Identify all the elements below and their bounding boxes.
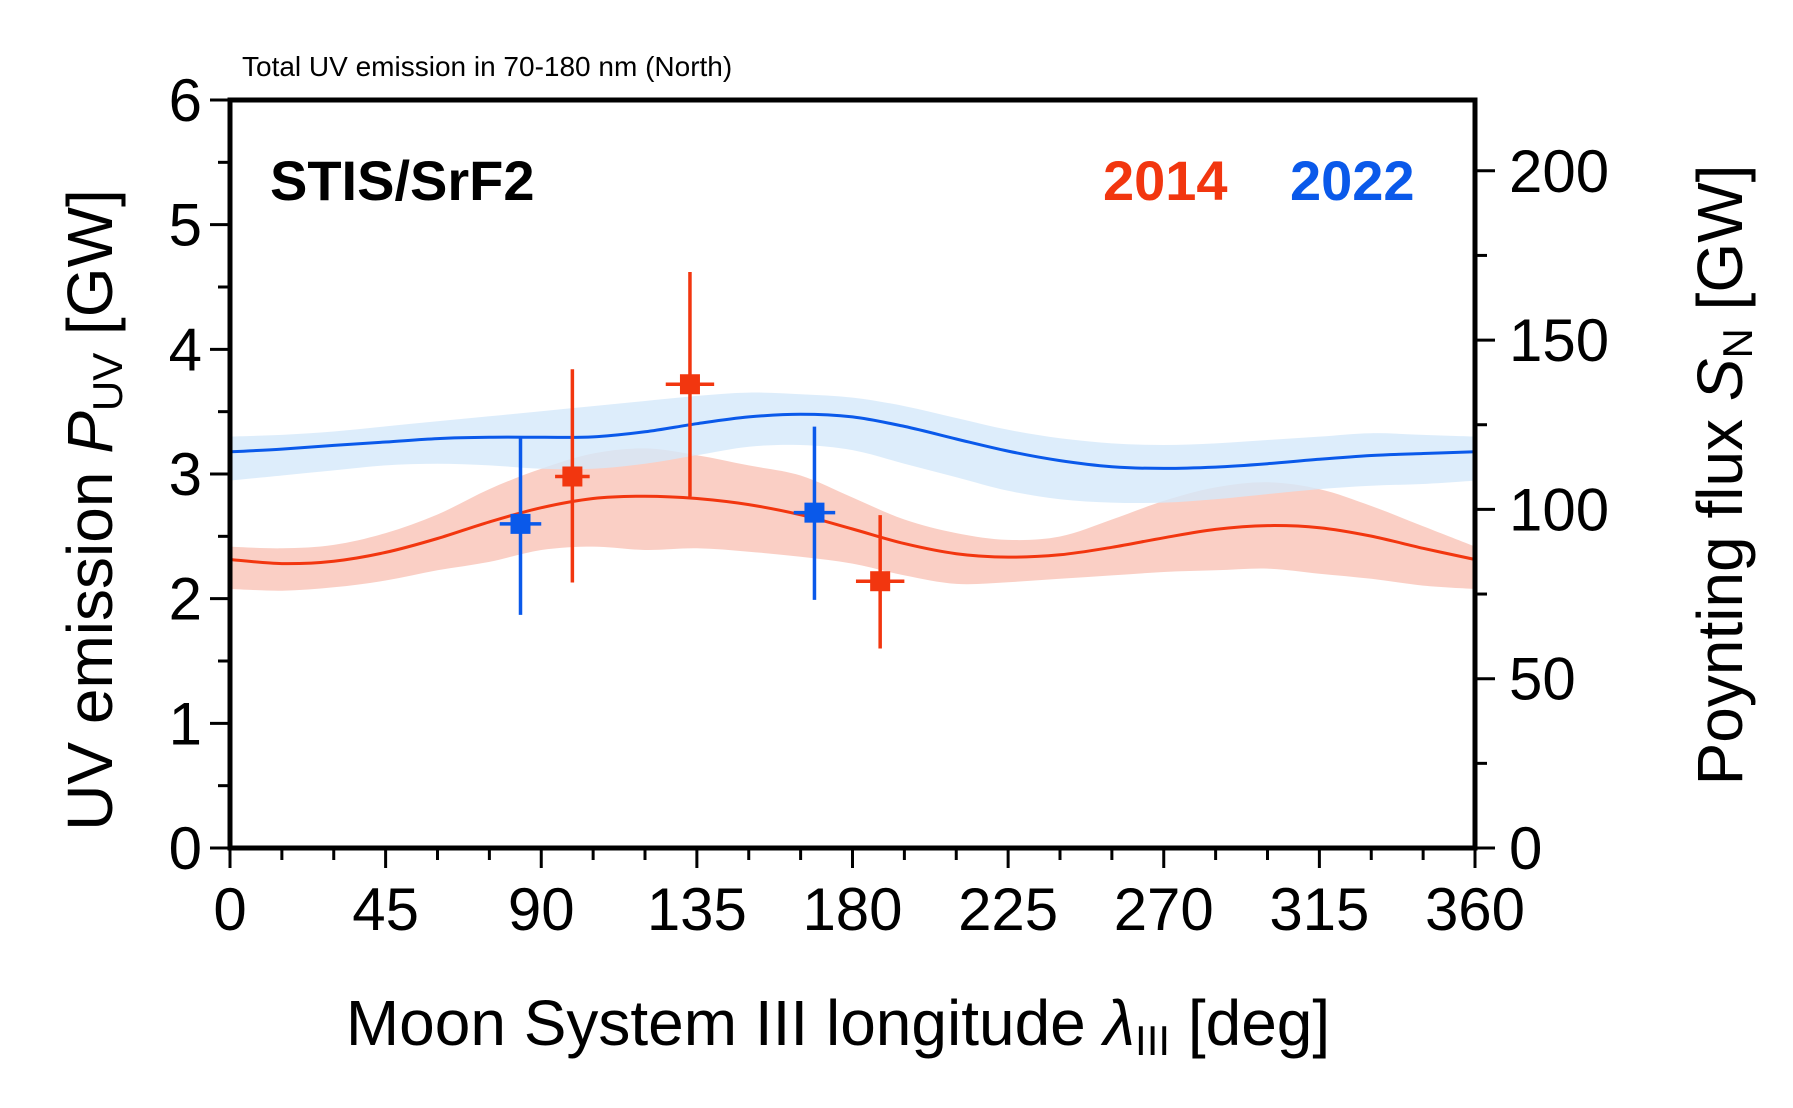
data-points (499, 272, 905, 649)
y-tick-label: 6 (169, 67, 202, 134)
x-tick-label: 270 (1114, 876, 1214, 943)
y-tick-label: 4 (169, 316, 202, 383)
x-tick-label: 135 (647, 876, 747, 943)
point-2014-2 (665, 272, 715, 497)
band-2022 (230, 392, 1475, 504)
marker (562, 466, 583, 487)
marker (870, 571, 891, 592)
curve-2022 (229, 412, 1476, 470)
curve-2014 (229, 494, 1476, 566)
y2-tick-label: 50 (1509, 646, 1576, 713)
legend-2022: 2022 (1290, 149, 1415, 212)
point-2014-3 (855, 515, 905, 649)
y-axis-title: UV emission PUV [GW] (54, 189, 131, 831)
labels: Total UV emission in 70-180 nm (North) S… (54, 51, 1761, 1064)
instrument-annotation: STIS/SrF2 (270, 149, 535, 212)
x-tick-label: 225 (958, 876, 1058, 943)
marker (679, 374, 700, 395)
y2-tick-label: 200 (1509, 138, 1609, 205)
x-tick-label: 180 (802, 876, 902, 943)
band-2014 (230, 448, 1475, 591)
x-tick-label: 315 (1269, 876, 1369, 943)
y-tick-label: 5 (169, 192, 202, 259)
confidence-bands (230, 392, 1475, 591)
y-tick-label: 0 (169, 815, 202, 882)
y2-tick-label: 0 (1509, 815, 1542, 882)
point-2014-1 (555, 369, 590, 583)
model-curves (229, 412, 1476, 566)
x-tick-label: 90 (508, 876, 575, 943)
x-tick-label: 360 (1425, 876, 1525, 943)
x-axis-title: Moon System III longitude λIII [deg] (346, 987, 1330, 1064)
y2-tick-label: 150 (1509, 307, 1609, 374)
y2-axis-title: Poynting flux SN [GW] (1684, 165, 1761, 786)
y-tick-label: 3 (169, 441, 202, 508)
marker (510, 513, 531, 534)
point-2022-1 (499, 437, 542, 615)
y2-tick-label: 100 (1509, 476, 1609, 543)
x-tick-label: 45 (352, 876, 419, 943)
chart-title: Total UV emission in 70-180 nm (North) (242, 51, 732, 82)
axes: 0 45 90 135 180 225 270 315 36001234560501001502… (169, 67, 1609, 943)
y-tick-label: 2 (169, 566, 202, 633)
point-2022-2 (793, 426, 836, 600)
y-tick-label: 1 (169, 690, 202, 757)
marker (804, 502, 825, 523)
x-tick-label: 0 (213, 876, 246, 943)
legend-2014: 2014 (1103, 149, 1228, 212)
